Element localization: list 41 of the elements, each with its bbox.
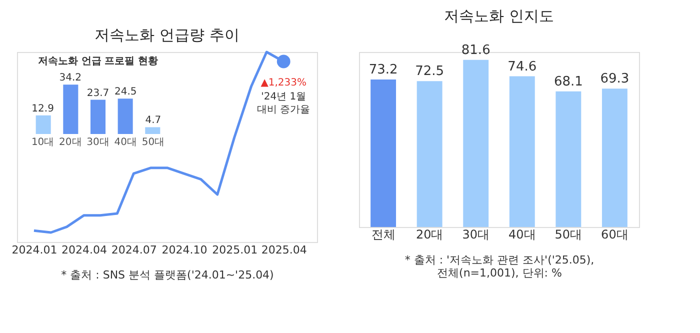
chart-title: 저속노화 언급 프로필 현황	[38, 56, 158, 67]
x-tick-label: 2024.04	[62, 244, 108, 256]
text: 전체(n=1,001), 단위: %	[437, 266, 562, 280]
annotation: '24년 1월 대비 증가율	[257, 92, 310, 116]
x-tick-label: 30대	[462, 228, 490, 242]
bar	[63, 84, 78, 134]
x-tick-label: 2024.01	[12, 244, 58, 256]
x-tick-label: 50대	[554, 228, 582, 242]
x-tick-label: 60대	[601, 228, 628, 242]
x-tick-label: 20대	[59, 137, 82, 148]
annotation: ▲1,233%	[260, 78, 307, 88]
x-tick-label: 30대	[86, 137, 110, 148]
x-tick-label: 2025.01	[212, 244, 258, 256]
data-label: 23.7	[86, 88, 110, 99]
data-label: 4.7	[145, 115, 162, 126]
data-label: 69.3	[600, 72, 630, 87]
data-label: 81.6	[461, 42, 490, 58]
x-tick-label: 20대	[416, 228, 444, 242]
x-tick-label: 10대	[31, 137, 54, 148]
x-tick-label: 2024.07	[111, 244, 157, 256]
bar	[145, 127, 160, 134]
data-label: 24.5	[114, 86, 137, 98]
data-label: 72.5	[415, 64, 444, 80]
bar	[118, 98, 133, 134]
x-tick-label: 전체	[371, 228, 396, 242]
chart-title: 저속노화 언급량 추이	[94, 26, 240, 44]
data-label: 12.9	[32, 103, 54, 114]
data-label: 34.2	[59, 72, 82, 84]
text: * 출처 : '저속노화 관련 조사'('25.05),	[404, 254, 594, 266]
data-label: 74.6	[508, 59, 537, 74]
x-tick-label: 40대	[114, 137, 137, 148]
x-tick-label: 40대	[508, 228, 536, 242]
data-label: 68.1	[554, 74, 583, 90]
x-tick-label: 50대	[142, 137, 165, 148]
x-tick-label: 2024.10	[162, 244, 208, 256]
bar	[90, 100, 106, 134]
x-tick-label: 2025.04	[261, 244, 307, 256]
data-label: 73.2	[368, 62, 398, 78]
bar	[36, 115, 51, 134]
text: * 출처 : SNS 분석 플랫폼('24.01~'25.04)	[61, 268, 274, 282]
chart-title: 저속노화 인지도	[444, 6, 554, 25]
